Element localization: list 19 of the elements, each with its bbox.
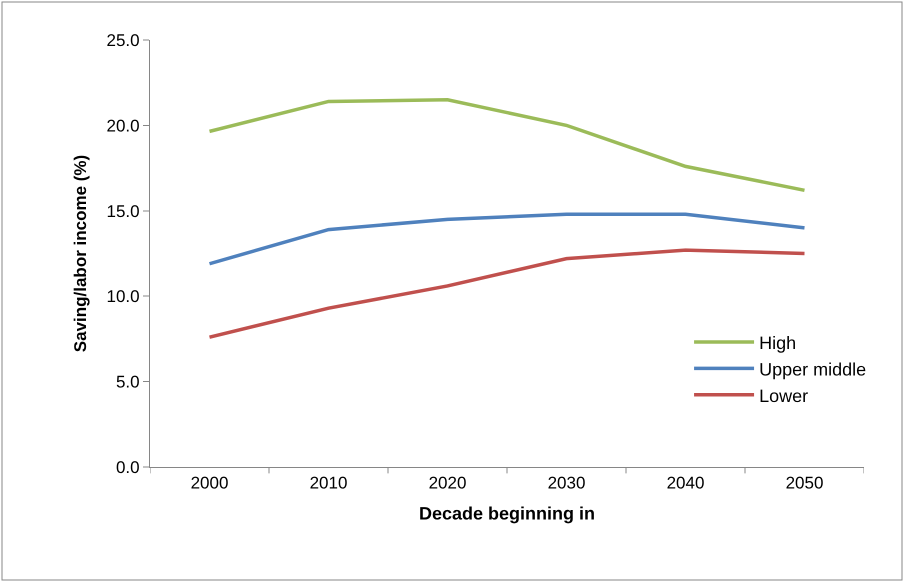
legend-label: Lower (759, 386, 808, 406)
x-tick-label: 2030 (548, 473, 586, 492)
x-tick-label: 2010 (310, 473, 348, 492)
y-tick-label: 25.0 (106, 30, 140, 50)
y-tick-label: 20.0 (106, 116, 140, 136)
y-axis-title: Saving/labor income (%) (71, 154, 90, 352)
y-tick-label: 5.0 (116, 372, 140, 392)
legend-label: Upper middle (759, 359, 866, 380)
y-tick-label: 10.0 (106, 287, 140, 306)
x-tick-label: 2040 (666, 473, 704, 492)
y-tick-label: 15.0 (106, 202, 140, 221)
line-series (208, 98, 806, 192)
x-tick-label: 2020 (428, 473, 466, 492)
legend-label: High (759, 333, 796, 354)
x-tick-label: 2050 (786, 473, 824, 492)
x-tick-label: 2000 (190, 473, 228, 492)
line-series (208, 212, 806, 266)
x-axis-title: Decade beginning in (418, 504, 596, 524)
y-tick-label: 0.0 (116, 458, 140, 477)
